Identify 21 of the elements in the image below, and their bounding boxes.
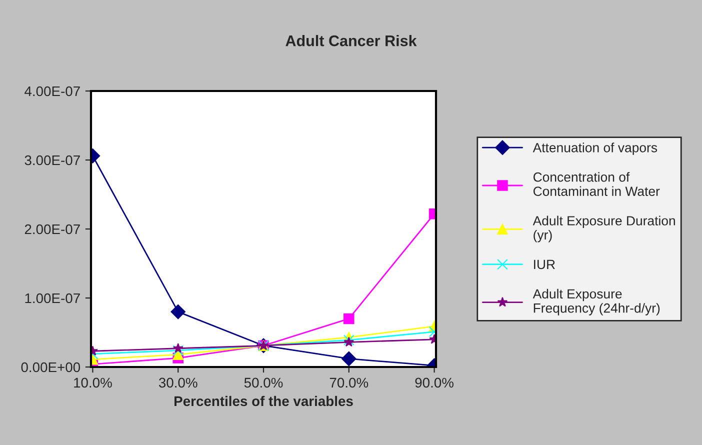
y-tick-label: 2.00E-07 bbox=[24, 224, 80, 234]
y-tick-label: 1.00E-07 bbox=[25, 293, 80, 304]
x-tick-label: 70.0% bbox=[330, 378, 368, 388]
legend-label: Adult Exposure Duration (yr) bbox=[532, 216, 675, 242]
legend-label: Attenuation of vapors bbox=[532, 142, 658, 155]
x-tick-label: 10.0% bbox=[74, 378, 112, 388]
point bbox=[344, 313, 354, 324]
legend-label: IUR bbox=[534, 260, 555, 270]
legend-label: Adult Exposure Frequency (24hr-d/yr) bbox=[532, 288, 660, 316]
point bbox=[342, 351, 356, 366]
chart-title: Adult Cancer Risk bbox=[286, 35, 417, 46]
point bbox=[172, 342, 184, 353]
x-tick-label: 50.0% bbox=[244, 378, 283, 388]
legend-label: Concentration of Contaminant in Water bbox=[533, 172, 660, 196]
y-tick-label: 0.00E+00 bbox=[21, 362, 80, 372]
y-tick-label: 3.00E-07 bbox=[24, 155, 80, 166]
point bbox=[170, 304, 186, 320]
x-tick-label: 30.0% bbox=[158, 378, 198, 388]
x-tick-label: 90.0% bbox=[415, 378, 454, 388]
y-tick-label: 4.00E-07 bbox=[24, 86, 80, 96]
x-axis-title: Percentiles of the variables bbox=[174, 396, 353, 406]
